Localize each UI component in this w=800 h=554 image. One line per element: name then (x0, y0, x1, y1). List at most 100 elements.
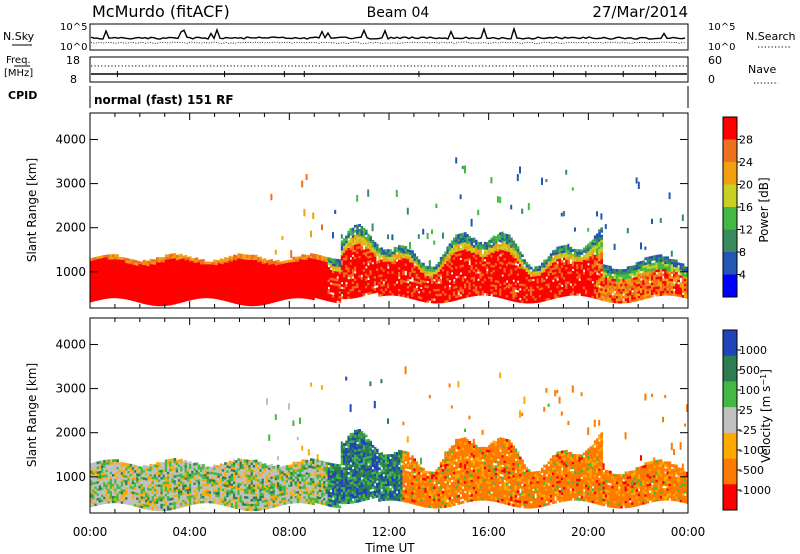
range-cell (567, 285, 570, 289)
range-cell (409, 283, 412, 287)
range-cell (598, 280, 601, 283)
scatter-cell (563, 211, 565, 217)
range-cell (334, 266, 337, 269)
range-cell (609, 294, 612, 298)
range-cell (521, 271, 524, 274)
range-cell (241, 278, 245, 282)
range-cell (340, 267, 344, 270)
range-cell (171, 260, 174, 264)
range-cell (268, 274, 271, 278)
range-cell (184, 264, 188, 268)
range-cell (171, 253, 174, 257)
range-cell (382, 254, 386, 258)
range-cell (149, 268, 152, 272)
range-cell (497, 246, 500, 250)
range-cell (527, 298, 531, 302)
range-cell (193, 289, 196, 293)
range-cell (173, 260, 177, 264)
range-cell (241, 261, 245, 265)
range-cell (499, 278, 502, 282)
range-cell (362, 242, 366, 246)
range-cell (389, 266, 392, 269)
range-cell (505, 265, 509, 269)
range-cell (340, 284, 344, 287)
range-cell (589, 273, 592, 276)
range-cell (151, 261, 155, 265)
range-cell (312, 297, 315, 301)
range-cell (470, 259, 474, 263)
range-cell (367, 270, 370, 273)
range-cell (151, 295, 155, 299)
range-cell (538, 268, 542, 271)
range-cell (206, 280, 210, 284)
range-cell (554, 252, 557, 255)
range-cell (494, 291, 498, 295)
range-cell (310, 289, 313, 293)
range-cell (521, 293, 524, 296)
range-cell (305, 283, 309, 287)
range-cell (362, 264, 366, 267)
range-cell (233, 291, 236, 294)
range-cell (525, 261, 529, 265)
range-cell (255, 296, 258, 299)
range-cell (136, 297, 139, 300)
range-cell (596, 284, 599, 288)
range-cell (398, 261, 401, 265)
range-cell (490, 286, 493, 289)
range-cell (391, 251, 394, 255)
range-cell (217, 282, 221, 285)
range-cell (516, 292, 520, 296)
range-cell (591, 249, 595, 253)
range-cell (356, 260, 359, 264)
range-cell (334, 300, 337, 303)
range-cell (613, 298, 617, 301)
range-cell (305, 269, 309, 273)
range-cell (274, 262, 278, 266)
range-cell (589, 294, 592, 298)
range-cell (153, 293, 157, 297)
range-cell (134, 294, 137, 297)
range-cell (591, 293, 595, 296)
range-cell (140, 288, 144, 292)
range-cell (574, 287, 577, 291)
range-cell (191, 292, 194, 295)
range-cell (497, 263, 500, 267)
range-cell (648, 270, 652, 274)
range-cell (406, 261, 410, 265)
range-cell (406, 271, 410, 274)
range-cell (358, 262, 361, 266)
range-cell (378, 264, 381, 268)
range-cell (593, 242, 597, 246)
range-cell (459, 247, 463, 251)
range-cell (127, 280, 130, 283)
range-cell (547, 283, 551, 286)
range-cell (230, 288, 234, 291)
range-cell (486, 259, 489, 262)
range-cell (411, 294, 414, 297)
range-cell (257, 273, 260, 277)
range-cell (602, 288, 606, 292)
range-cell (255, 264, 258, 268)
scatter-cell (510, 204, 513, 210)
range-cell (576, 251, 579, 255)
range-cell (611, 268, 614, 272)
range-cell (246, 271, 249, 275)
range-cell (569, 285, 573, 289)
range-cell (248, 296, 251, 299)
range-cell (626, 293, 630, 296)
range-cell (578, 290, 581, 294)
range-cell (552, 286, 555, 290)
range-cell (499, 292, 502, 296)
range-cell (158, 264, 161, 268)
range-cell (488, 254, 491, 258)
range-cell (611, 278, 614, 282)
range-cell (241, 273, 245, 277)
range-cell (365, 278, 368, 281)
range-cell (162, 283, 166, 287)
range-cell (96, 278, 100, 282)
range-cell (222, 275, 225, 279)
range-cell (457, 243, 460, 247)
range-cell (585, 250, 588, 254)
range-cell (534, 271, 537, 274)
range-cell (455, 283, 458, 286)
